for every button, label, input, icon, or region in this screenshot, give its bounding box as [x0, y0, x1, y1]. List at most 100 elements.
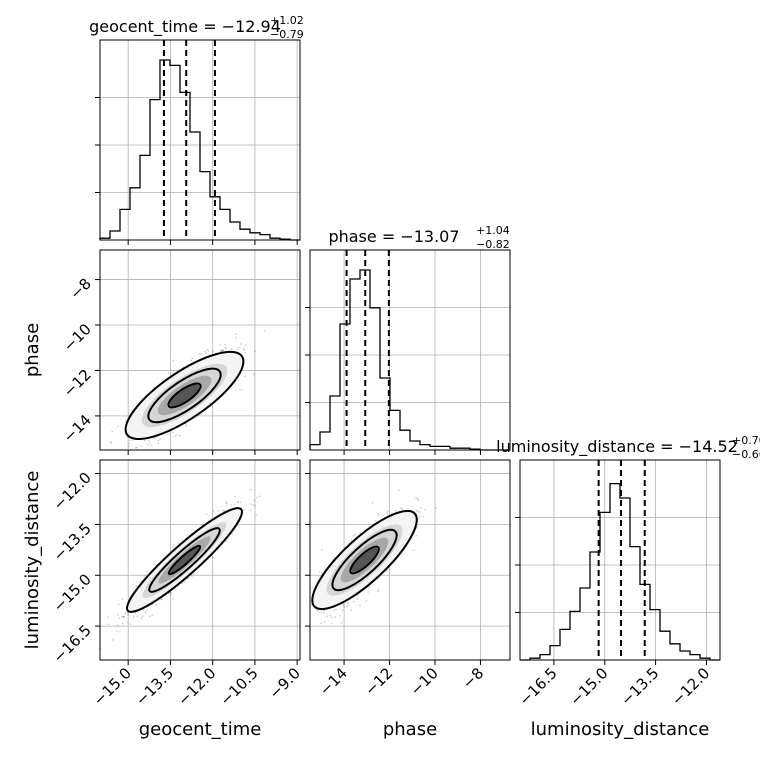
sample-point [224, 501, 227, 504]
sample-point [183, 580, 186, 583]
sample-point [339, 614, 342, 617]
sample-point [217, 510, 220, 512]
sample-point [365, 600, 368, 602]
density-fill [169, 384, 200, 407]
sample-point [386, 510, 389, 513]
sample-point [333, 556, 336, 559]
sample-point [347, 601, 350, 604]
sample-point [263, 329, 266, 332]
sample-point [243, 375, 246, 377]
sample-point [221, 349, 224, 352]
sample-point [172, 359, 175, 362]
sample-point [132, 616, 135, 619]
sample-point [122, 615, 125, 618]
sample-point [225, 540, 228, 543]
sample-point [387, 514, 389, 516]
sample-point [386, 512, 389, 515]
sample-point [233, 503, 236, 506]
sample-point [255, 514, 258, 517]
sample-point [178, 434, 181, 437]
sample-point [198, 353, 201, 356]
sample-point [143, 439, 146, 442]
histogram-step [309, 269, 510, 451]
sample-point [135, 584, 138, 587]
sample-point [204, 350, 206, 353]
sample-point [191, 357, 194, 360]
sample-point [254, 504, 257, 507]
sample-point [237, 501, 239, 504]
sample-point [212, 509, 215, 512]
sample-point [193, 572, 195, 575]
sample-point [240, 388, 243, 391]
sample-point [151, 614, 154, 617]
title-phase-lower: −0.82 [476, 238, 510, 251]
sample-point [160, 598, 163, 601]
contour-line [167, 544, 202, 576]
xlabel-luminosity-distance: luminosity_distance [531, 719, 710, 740]
sample-point [135, 446, 138, 449]
sample-point [155, 603, 158, 606]
sample-point [374, 520, 377, 522]
sample-point [207, 349, 210, 352]
sample-point [191, 529, 194, 531]
sample-point [206, 348, 209, 351]
sample-point [250, 488, 252, 491]
sample-point [107, 615, 110, 618]
sample-point [415, 509, 418, 512]
panel-frame [519, 459, 721, 661]
sample-point [122, 615, 125, 618]
sample-point [354, 533, 356, 536]
sample-point [107, 623, 110, 626]
sample-point [205, 513, 208, 516]
sample-point [174, 588, 177, 591]
sample-point [128, 439, 131, 442]
sample-point [377, 514, 380, 517]
sample-point [145, 570, 148, 573]
sample-point [167, 373, 170, 375]
sample-point [417, 498, 420, 501]
sample-point [417, 510, 420, 513]
sample-point [238, 346, 241, 349]
sample-point [146, 609, 149, 611]
sample-point [171, 546, 174, 549]
sample-point [160, 598, 163, 601]
sample-point [136, 615, 139, 618]
sample-point [320, 611, 323, 614]
contour-line [124, 350, 245, 441]
title-phase: phase = −13.07 [328, 227, 459, 246]
sample-point [377, 588, 380, 591]
sample-point [221, 349, 224, 351]
sample-point [121, 622, 124, 625]
sample-point [311, 586, 314, 588]
density-fill [351, 547, 378, 573]
sample-point [225, 505, 228, 507]
sample-point [147, 439, 150, 442]
sample-point [225, 347, 227, 350]
contour-line [349, 545, 380, 575]
sample-point [320, 548, 323, 551]
sample-point [118, 617, 121, 619]
title-geocent-time: geocent_time = −12.94 [89, 17, 281, 37]
sample-point [147, 443, 149, 446]
sample-point [220, 350, 223, 352]
title-phase-upper: +1.04 [476, 224, 510, 237]
sample-point [230, 348, 233, 351]
contour-line [126, 507, 243, 613]
sample-point [335, 608, 337, 611]
sample-point [220, 349, 223, 352]
sample-point [111, 638, 114, 641]
sample-point [256, 496, 258, 499]
sample-point [135, 446, 138, 449]
sample-point [422, 515, 425, 518]
sample-point [244, 344, 247, 347]
sample-point [126, 621, 129, 624]
contour-line [148, 527, 221, 593]
xlabel-geocent-time: geocent_time [139, 719, 262, 740]
sample-point [157, 442, 160, 445]
title-luminosity-distance-upper: +0.70 [732, 434, 760, 447]
sample-point [235, 336, 238, 339]
sample-point [223, 509, 225, 512]
sample-point [144, 611, 147, 613]
density-fill [170, 547, 199, 573]
sample-point [118, 603, 120, 606]
